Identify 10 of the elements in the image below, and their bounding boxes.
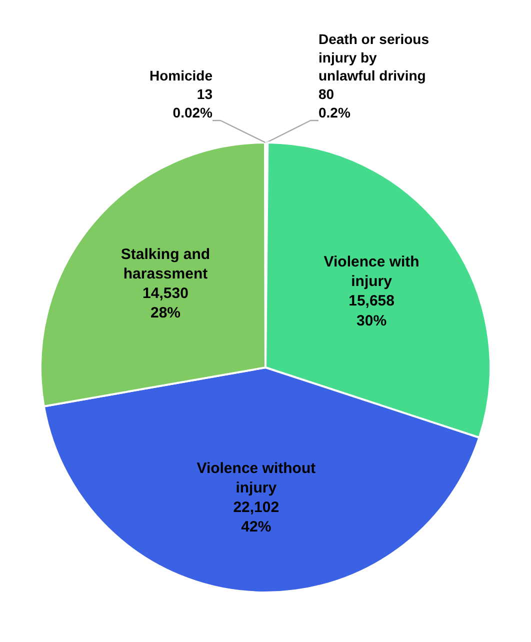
data-label: 15,658 30% xyxy=(348,292,394,330)
data-label: 22,102 42% xyxy=(233,498,280,536)
data-label: 13 0.02% xyxy=(172,86,214,120)
data-label: 14,530 28% xyxy=(142,284,188,322)
data-label: 80 0.2% xyxy=(318,86,351,120)
slice-label: Violence without injury xyxy=(196,460,316,496)
slice-label: Violence with injury xyxy=(324,254,420,290)
slice-label: Stalking and harassment xyxy=(120,246,210,282)
slice-label: Homicide xyxy=(149,68,213,84)
slice-label: Death or serious injury by unlawful driving xyxy=(318,30,430,84)
